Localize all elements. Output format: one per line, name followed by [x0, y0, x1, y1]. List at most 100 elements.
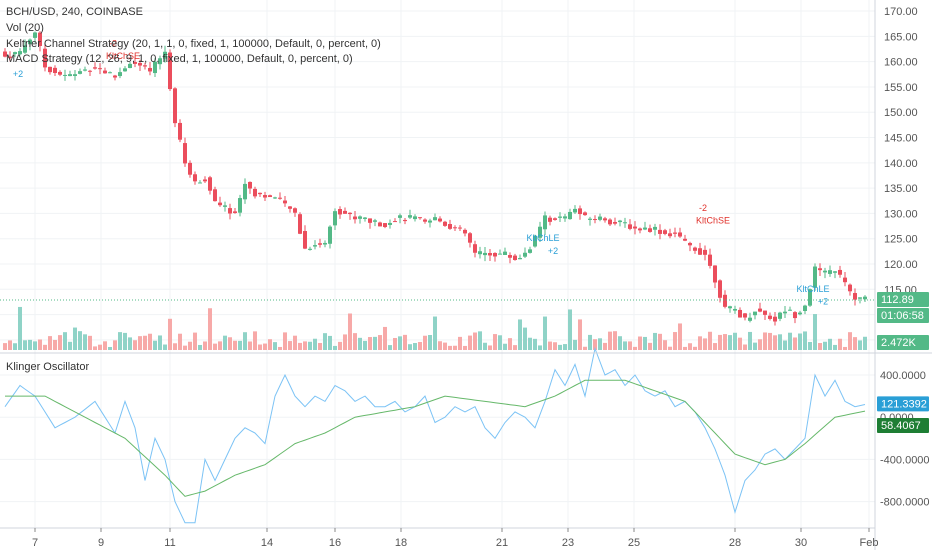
candle-body	[773, 316, 777, 322]
klinger-title[interactable]: Klinger Oscillator	[6, 361, 90, 373]
volume-bar	[143, 335, 147, 350]
volume-bar	[253, 331, 257, 350]
candle-body	[63, 74, 67, 76]
volume-bar	[38, 339, 42, 350]
volume-bar	[813, 314, 817, 350]
symbol-legend[interactable]: BCH/USD, 240, COINBASE	[6, 6, 143, 18]
volume-bar	[748, 331, 752, 350]
volume-bar	[713, 343, 717, 350]
volume-bar	[503, 343, 507, 350]
volume-bar	[588, 334, 592, 350]
volume-bar	[123, 332, 127, 350]
volume-bar	[818, 343, 822, 350]
volume-bar	[788, 332, 792, 350]
candle-body	[818, 268, 822, 271]
volume-bar	[723, 334, 727, 350]
volume-bar	[343, 334, 347, 350]
keltner-legend[interactable]: Keltner Channel Strategy (20, 1, 1, 0, f…	[6, 38, 381, 50]
candle-body	[738, 309, 742, 318]
candle-body	[478, 251, 482, 255]
volume-bar	[158, 335, 162, 350]
candle-body	[433, 217, 437, 221]
candle-body	[728, 306, 732, 309]
volume-bar	[208, 308, 212, 350]
time-tick-label: 21	[496, 537, 508, 549]
time-tick-label: 11	[164, 537, 175, 549]
volume-bar	[463, 345, 467, 350]
volume-bar	[183, 345, 187, 350]
volume-bar	[678, 323, 682, 350]
candle-body	[133, 62, 137, 64]
volume-bar	[83, 334, 87, 350]
volume-bar	[68, 341, 72, 350]
volume-bar	[168, 318, 172, 350]
volume-bar	[213, 343, 217, 350]
candle-body	[668, 233, 672, 237]
candle-body	[763, 310, 767, 315]
volume-bar	[338, 341, 342, 350]
candle-body	[8, 56, 12, 58]
candle-body	[828, 270, 832, 274]
volume-bar	[593, 339, 597, 350]
volume-bar	[718, 334, 722, 350]
kvo-badge: 121.3392	[881, 398, 927, 410]
candle-body	[398, 215, 402, 218]
signal-label: -2	[699, 203, 707, 213]
volume-bar	[498, 335, 502, 350]
price-tick-label: 155.00	[884, 82, 918, 94]
candle-body	[263, 195, 267, 198]
volume-bar	[443, 342, 447, 350]
candle-body	[558, 216, 562, 218]
volume-legend[interactable]: Vol (20)	[6, 22, 44, 34]
candle-body	[793, 312, 797, 319]
candle-body	[223, 205, 227, 207]
volume-bar	[798, 333, 802, 350]
volume-bar	[698, 336, 702, 350]
volume-bar	[383, 326, 387, 350]
time-tick-label: 23	[562, 537, 574, 549]
volume-bar	[308, 341, 312, 350]
candle-body	[143, 65, 147, 67]
volume-bar	[3, 343, 7, 350]
volume-bar	[493, 334, 497, 350]
candle-body	[368, 218, 372, 223]
candle-body	[753, 311, 757, 316]
candle-body	[178, 122, 182, 140]
volume-bar	[428, 334, 432, 350]
oscillator-layer	[4, 346, 866, 524]
volume-bar	[88, 335, 92, 350]
macd-legend[interactable]: MACD Strategy (12, 26, 9, 1, 0, fixed, 1…	[6, 53, 353, 65]
volume-bar	[738, 337, 742, 350]
volume-bar	[188, 341, 192, 350]
candle-body	[58, 71, 62, 75]
volume-bar	[238, 340, 242, 350]
price-tick-label: 125.00	[884, 234, 918, 246]
candle-body	[648, 228, 652, 232]
countdown-badge: 01:06:58	[881, 310, 924, 322]
signal-label: +2	[13, 69, 23, 79]
time-tick-label: 9	[98, 537, 104, 549]
signal-label: -2	[109, 38, 117, 48]
candle-body	[103, 70, 107, 74]
volume-badge-bg	[877, 335, 929, 350]
candle-body	[613, 221, 617, 224]
volume-bar	[178, 333, 182, 350]
volume-bar	[153, 340, 157, 350]
candle-body	[553, 218, 557, 220]
candle-body	[313, 245, 317, 247]
volume-bar	[133, 340, 137, 350]
candle-body	[808, 289, 812, 306]
candle-body	[308, 248, 312, 250]
volume-bar	[528, 337, 532, 350]
volume-bar	[173, 343, 177, 350]
candle-body	[238, 198, 242, 213]
candle-body	[388, 222, 392, 225]
volume-bar	[623, 341, 627, 350]
candle-body	[483, 252, 487, 256]
candle-body	[813, 266, 817, 288]
candle-body	[218, 202, 222, 206]
volume-bar	[783, 340, 787, 350]
